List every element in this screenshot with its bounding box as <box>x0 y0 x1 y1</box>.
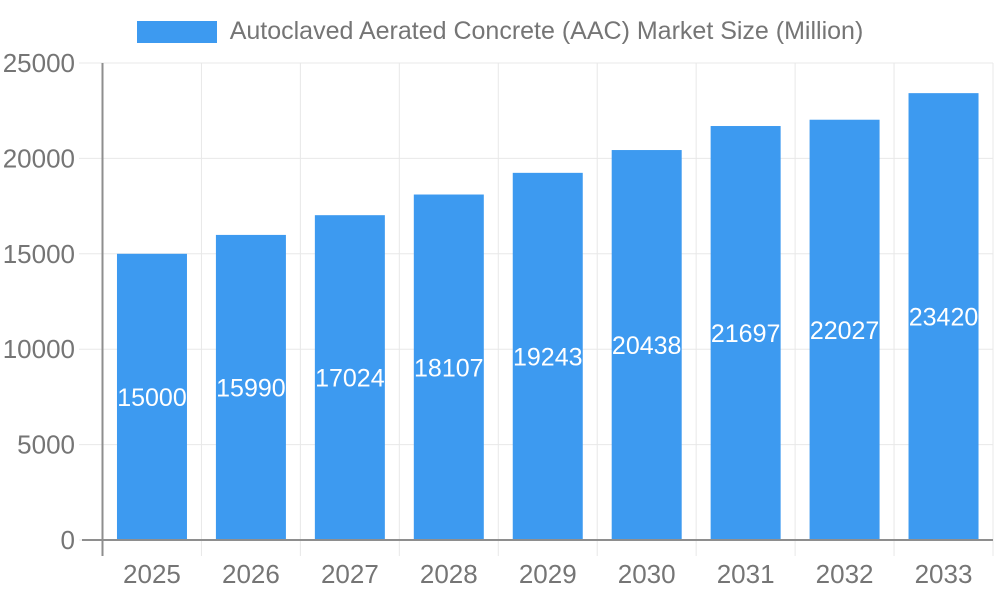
x-axis-tick-label: 2025 <box>123 559 181 589</box>
legend-item[interactable]: Autoclaved Aerated Concrete (AAC) Market… <box>136 17 864 46</box>
bar-value-label: 21697 <box>711 320 781 348</box>
bar-2029[interactable] <box>512 172 583 540</box>
x-axis-tick-label: 2029 <box>519 559 577 589</box>
bar-value-label: 23420 <box>909 304 979 332</box>
legend: Autoclaved Aerated Concrete (AAC) Market… <box>0 17 1000 46</box>
y-axis-tick-label: 20000 <box>3 143 75 173</box>
y-axis-tick-label: 5000 <box>17 430 75 460</box>
x-axis-tick-label: 2028 <box>420 559 478 589</box>
bar-2031[interactable] <box>710 126 781 540</box>
y-axis-tick-label: 15000 <box>3 239 75 269</box>
bar-2026[interactable] <box>215 234 286 540</box>
bar-2028[interactable] <box>413 194 484 540</box>
bar-value-label: 15000 <box>117 384 187 412</box>
bar-value-label: 22027 <box>810 317 880 345</box>
bar-value-label: 15990 <box>216 374 286 402</box>
x-axis-tick-label: 2027 <box>321 559 379 589</box>
bar-value-label: 19243 <box>513 343 583 371</box>
x-axis-tick-label: 2026 <box>222 559 280 589</box>
bar-value-label: 18107 <box>414 354 484 382</box>
x-axis-tick-label: 2031 <box>717 559 775 589</box>
bar-value-label: 20438 <box>612 332 682 360</box>
bar-2030[interactable] <box>611 150 682 540</box>
x-axis-tick-label: 2033 <box>915 559 973 589</box>
bar-2025[interactable] <box>116 253 187 541</box>
y-axis-tick-label: 0 <box>61 525 75 555</box>
bar-2032[interactable] <box>809 119 880 540</box>
legend-swatch-icon <box>136 20 217 43</box>
legend-label: Autoclaved Aerated Concrete (AAC) Market… <box>229 17 864 45</box>
bar-2027[interactable] <box>314 215 385 541</box>
bar-value-label: 17024 <box>315 365 385 393</box>
x-axis-tick-label: 2030 <box>618 559 676 589</box>
y-axis-tick-label: 10000 <box>3 334 75 364</box>
bar-2033[interactable] <box>908 93 979 541</box>
x-axis-tick-label: 2032 <box>816 559 874 589</box>
y-axis-tick-label: 25000 <box>3 48 75 78</box>
